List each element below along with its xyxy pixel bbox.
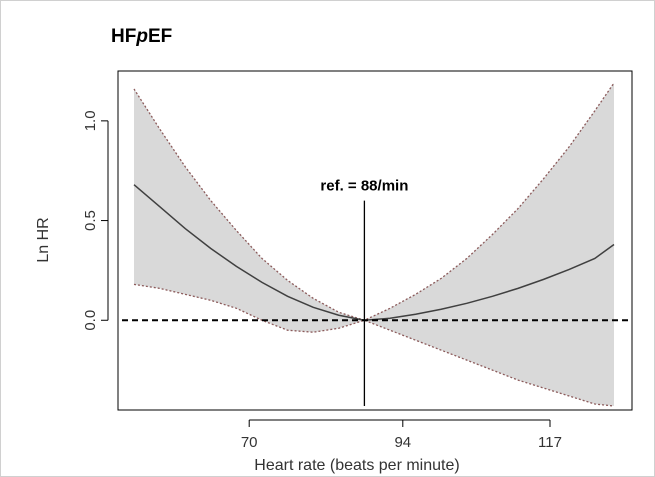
- x-tick-label: 70: [241, 434, 258, 451]
- lower-ci-line: [133, 283, 615, 407]
- y-tick-label: 1.0: [82, 110, 99, 131]
- plot-area-box: [117, 70, 633, 411]
- x-tick-label: 117: [538, 434, 562, 451]
- x-axis: 70 94 117: [241, 419, 562, 451]
- x-axis-label: Heart rate (beats per minute): [254, 457, 459, 474]
- y-axis-label: Ln HR: [35, 217, 52, 262]
- y-axis: 0.0 0.5 1.0: [82, 110, 109, 331]
- y-tick-label: 0.5: [82, 210, 99, 231]
- confidence-band-layer: [134, 82, 614, 407]
- confidence-band: [134, 82, 614, 407]
- line-layer: [122, 82, 630, 407]
- y-tick-label: 0.0: [82, 310, 99, 331]
- reference-label: ref. = 88/min: [320, 178, 408, 195]
- chart-title: HFpEF: [111, 26, 172, 47]
- x-tick-label: 94: [394, 434, 411, 451]
